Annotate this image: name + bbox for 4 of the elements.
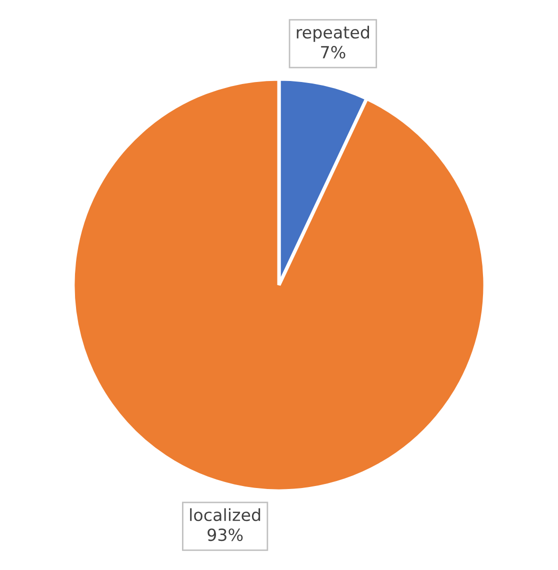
data-label: 93% bbox=[208, 528, 243, 542]
slice-label: repeated bbox=[296, 26, 369, 42]
data-label: 7% bbox=[321, 46, 346, 59]
slice-label: localized bbox=[190, 508, 260, 522]
